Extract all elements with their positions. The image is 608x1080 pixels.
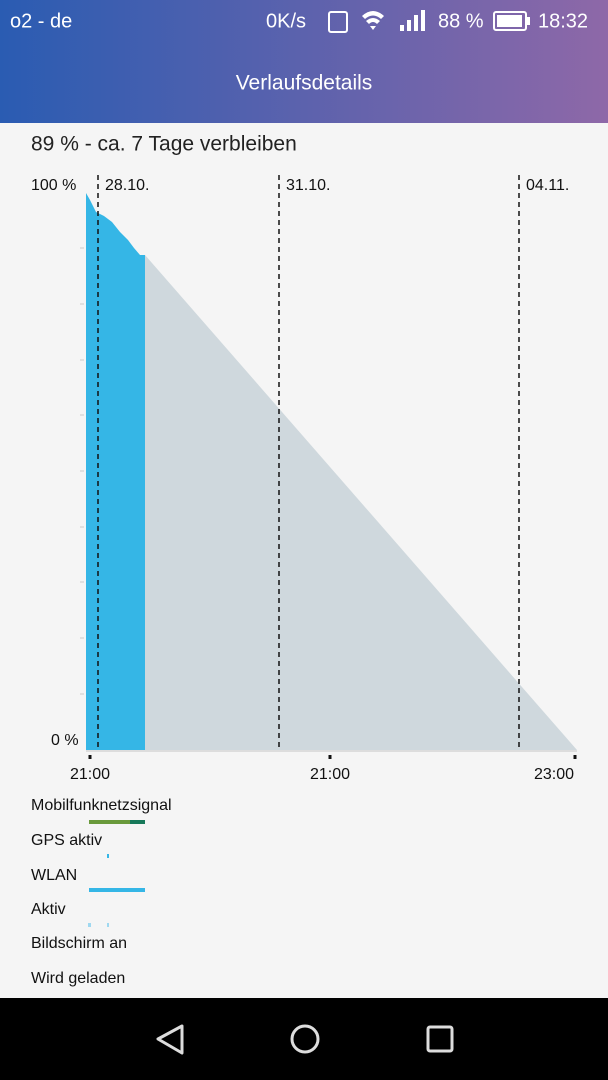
legend-label: Mobilfunknetzsignal bbox=[31, 797, 172, 814]
back-button[interactable] bbox=[156, 1024, 184, 1055]
time-label: 21:00 bbox=[310, 766, 350, 783]
carrier: o2 - de bbox=[10, 10, 72, 32]
time-label: 23:00 bbox=[534, 766, 574, 783]
day-dividers bbox=[97, 175, 520, 750]
gps-bar bbox=[107, 854, 109, 858]
network-speed: 0K/s bbox=[266, 10, 306, 32]
battery-summary: 89 % - ca. 7 Tage verbleiben bbox=[31, 133, 297, 156]
clock: 18:32 bbox=[538, 10, 588, 32]
battery-chart: 100 % 0 % 28.10. 31.10. 04.11. 21:00 21:… bbox=[31, 175, 577, 783]
signal-bar bbox=[130, 820, 145, 824]
y-min-label: 0 % bbox=[51, 732, 79, 749]
header-title: Verlaufsdetails bbox=[236, 72, 373, 95]
legend-label: Wird geladen bbox=[31, 970, 125, 987]
x-ticks bbox=[88, 755, 577, 759]
legend-label: Aktiv bbox=[31, 901, 66, 918]
history-area bbox=[86, 193, 145, 750]
y-ticks bbox=[80, 247, 84, 695]
signal-bar bbox=[89, 820, 130, 824]
legend: Mobilfunknetzsignal GPS aktiv WLAN Aktiv… bbox=[31, 797, 172, 987]
date-label: 04.11. bbox=[526, 177, 569, 194]
date-label: 28.10. bbox=[105, 177, 149, 194]
legend-label: WLAN bbox=[31, 867, 77, 884]
legend-label: GPS aktiv bbox=[31, 832, 102, 849]
active-bar bbox=[88, 923, 91, 927]
battery-level: 88 % bbox=[438, 10, 484, 32]
nav-bar bbox=[0, 998, 608, 1080]
status-icons bbox=[328, 10, 530, 33]
active-bar bbox=[107, 923, 109, 927]
legend-label: Bildschirm an bbox=[31, 935, 127, 952]
home-button[interactable] bbox=[290, 1024, 320, 1054]
date-label: 31.10. bbox=[286, 177, 330, 194]
time-label: 21:00 bbox=[70, 766, 110, 783]
recents-button[interactable] bbox=[426, 1025, 454, 1053]
wlan-bar bbox=[89, 888, 145, 892]
projected-area bbox=[145, 255, 577, 750]
y-max-label: 100 % bbox=[31, 177, 76, 194]
